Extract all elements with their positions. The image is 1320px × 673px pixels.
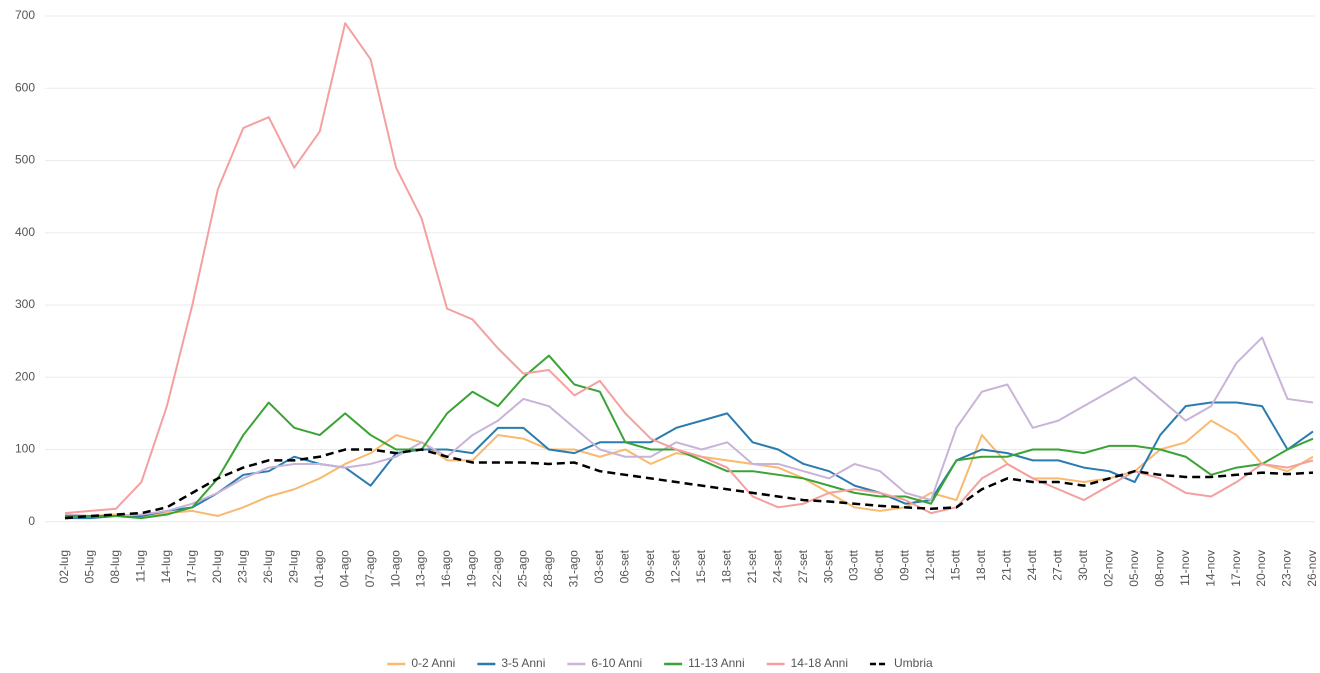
x-tick-label: 02-lug: [57, 550, 71, 583]
x-tick-label: 13-ago: [414, 550, 428, 588]
x-tick-label: 02-nov: [1101, 550, 1115, 587]
legend-label: 14-18 Anni: [791, 656, 848, 670]
x-tick-label: 11-nov: [1178, 550, 1192, 586]
x-tick-label: 15-ott: [949, 549, 963, 580]
x-tick-label: 03-ott: [847, 549, 861, 580]
x-tick-label: 14-lug: [159, 550, 173, 583]
x-tick-label: 27-ott: [1050, 549, 1064, 580]
x-tick-label: 09-ott: [898, 549, 912, 580]
x-tick-label: 21-set: [745, 549, 759, 583]
x-tick-label: 27-set: [796, 549, 810, 583]
legend-label: Umbria: [894, 656, 933, 670]
y-tick-label: 200: [15, 369, 35, 383]
x-tick-label: 30-ott: [1076, 549, 1090, 580]
x-tick-label: 21-ott: [1000, 549, 1014, 580]
x-tick-label: 25-ago: [516, 550, 530, 588]
x-tick-label: 23-lug: [235, 550, 249, 583]
series-line: [64, 419, 1314, 517]
series-line: [65, 354, 1314, 520]
series-line: [64, 22, 1314, 515]
x-tick-label: 26-lug: [261, 550, 275, 583]
x-tick-label: 16-ago: [439, 550, 453, 588]
x-tick-label: 05-nov: [1127, 550, 1141, 587]
x-tick-label: 19-ago: [465, 550, 479, 588]
x-tick-label: 07-ago: [363, 550, 377, 588]
series-line: [64, 448, 1314, 520]
x-tick-label: 09-set: [643, 549, 657, 583]
x-tick-label: 06-ott: [872, 549, 886, 580]
x-tick-label: 30-set: [821, 549, 835, 583]
x-tick-label: 03-set: [592, 549, 606, 583]
x-tick-label: 22-ago: [490, 550, 504, 588]
y-tick-label: 0: [28, 514, 35, 528]
y-tick-label: 300: [15, 297, 35, 311]
x-tick-label: 12-ott: [923, 549, 937, 580]
y-tick-label: 100: [15, 442, 35, 456]
y-tick-label: 500: [15, 153, 35, 167]
x-tick-label: 05-lug: [83, 550, 97, 583]
x-tick-label: 15-set: [694, 549, 708, 583]
series-line: [65, 401, 1314, 520]
legend-label: 11-13 Anni: [688, 656, 745, 670]
y-tick-label: 400: [15, 225, 35, 239]
legend: 0-2 Anni 3-5 Anni 6-10 Anni 11-13 Anni 14-18…: [387, 656, 933, 670]
x-tick-label: 29-lug: [286, 550, 300, 583]
x-tick-label: 23-nov: [1280, 550, 1294, 587]
y-tick-label: 600: [15, 80, 35, 94]
legend-label: 3-5 Anni: [501, 656, 545, 670]
x-tick-label: 20-lug: [210, 550, 224, 583]
x-tick-label: 18-set: [719, 549, 733, 583]
y-tick-label: 700: [15, 8, 35, 22]
x-tick-label: 20-nov: [1254, 550, 1268, 587]
x-tick-label: 24-ott: [1025, 549, 1039, 580]
x-tick-label: 10-ago: [388, 550, 402, 588]
legend-label: 6-10 Anni: [591, 656, 642, 670]
x-tick-label: 08-lug: [108, 550, 122, 583]
x-tick-label: 28-ago: [541, 550, 555, 588]
x-tick-label: 18-ott: [974, 549, 988, 580]
x-tick-label: 24-set: [770, 549, 784, 583]
x-tick-label: 11-lug: [134, 550, 148, 582]
x-tick-label: 04-ago: [337, 550, 351, 588]
legend-label: 0-2 Anni: [411, 656, 455, 670]
series-line: [64, 336, 1314, 517]
x-tick-label: 12-set: [668, 549, 682, 583]
x-tick-label: 14-nov: [1203, 550, 1217, 587]
x-tick-label: 17-lug: [185, 550, 199, 583]
x-tick-label: 17-nov: [1229, 550, 1243, 587]
x-tick-label: 08-nov: [1152, 550, 1166, 587]
x-tick-label: 31-ago: [567, 550, 581, 588]
x-tick-label: 26-nov: [1305, 550, 1319, 587]
x-tick-label: 01-ago: [312, 550, 326, 588]
x-tick-label: 06-set: [617, 549, 631, 583]
